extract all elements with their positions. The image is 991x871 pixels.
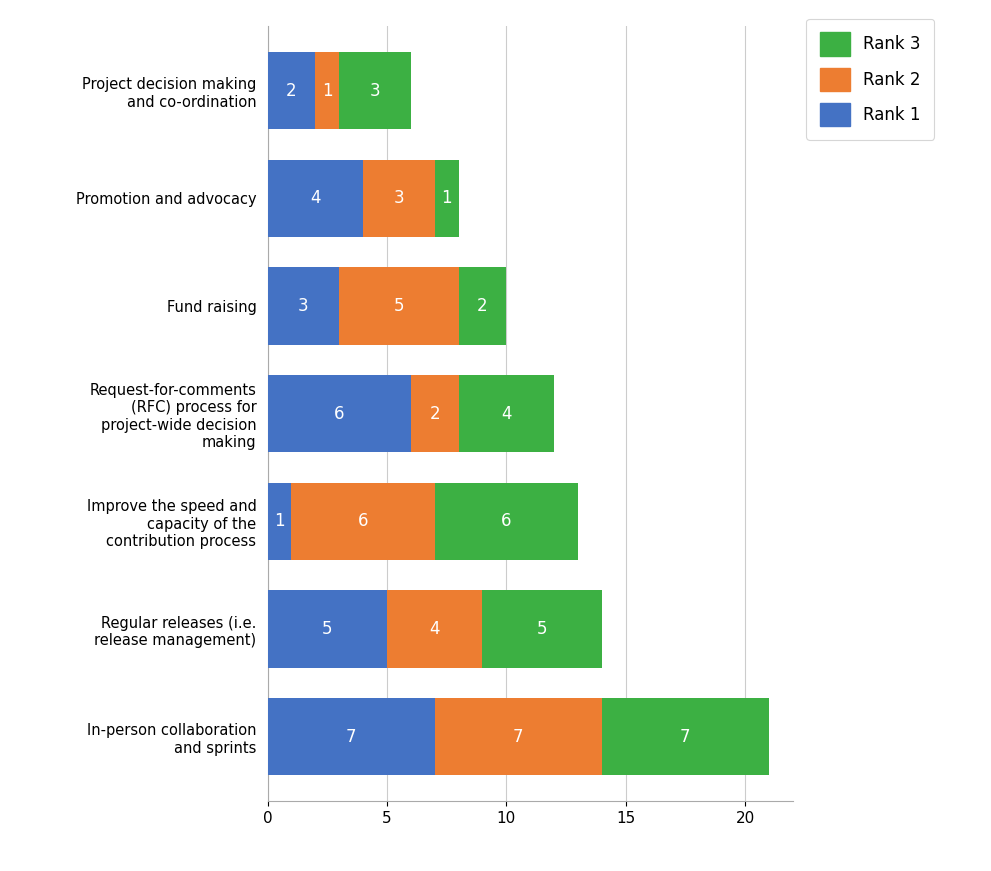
Bar xyxy=(268,698,435,775)
Bar xyxy=(411,375,459,453)
Bar xyxy=(386,591,483,668)
Text: 4: 4 xyxy=(310,189,320,207)
Bar xyxy=(268,159,363,237)
Legend: Rank 3, Rank 2, Rank 1: Rank 3, Rank 2, Rank 1 xyxy=(807,19,934,139)
Bar xyxy=(339,52,411,130)
Text: 6: 6 xyxy=(501,512,511,530)
Bar xyxy=(459,267,506,345)
Text: 6: 6 xyxy=(358,512,369,530)
Bar xyxy=(268,267,339,345)
Text: 7: 7 xyxy=(513,728,523,746)
Bar xyxy=(363,159,435,237)
Text: 3: 3 xyxy=(393,189,404,207)
Text: 2: 2 xyxy=(477,297,488,315)
Text: 7: 7 xyxy=(680,728,691,746)
Bar xyxy=(435,698,602,775)
Text: 6: 6 xyxy=(334,405,345,422)
Bar xyxy=(291,483,435,560)
Text: 3: 3 xyxy=(370,82,381,99)
Bar xyxy=(268,591,386,668)
Text: 5: 5 xyxy=(322,620,333,638)
Text: 7: 7 xyxy=(346,728,357,746)
Bar xyxy=(339,267,459,345)
Bar xyxy=(435,159,459,237)
Bar xyxy=(435,483,578,560)
Bar xyxy=(459,375,554,453)
Text: 1: 1 xyxy=(275,512,284,530)
Bar xyxy=(602,698,769,775)
Bar xyxy=(483,591,602,668)
Bar xyxy=(268,375,411,453)
Text: 2: 2 xyxy=(286,82,296,99)
Text: 4: 4 xyxy=(501,405,511,422)
Text: 3: 3 xyxy=(298,297,308,315)
Text: 2: 2 xyxy=(429,405,440,422)
Text: 5: 5 xyxy=(393,297,404,315)
Bar xyxy=(315,52,339,130)
Text: 5: 5 xyxy=(537,620,547,638)
Text: 1: 1 xyxy=(441,189,452,207)
Text: 4: 4 xyxy=(429,620,440,638)
Text: 1: 1 xyxy=(322,82,333,99)
Bar xyxy=(268,483,291,560)
Bar xyxy=(268,52,315,130)
